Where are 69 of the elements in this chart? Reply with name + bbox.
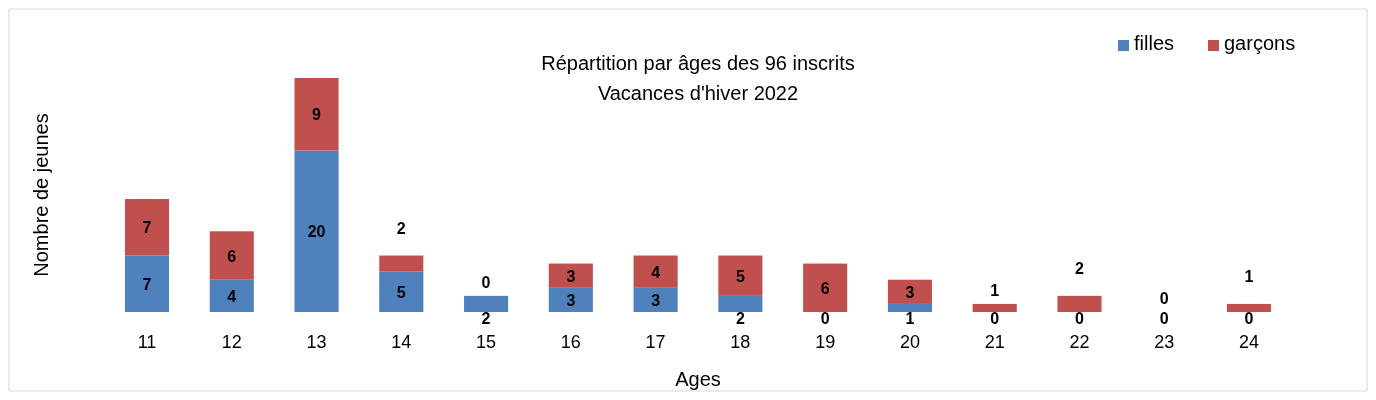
bar <box>718 255 763 296</box>
x-tick-label: 19 <box>815 332 836 352</box>
data-label: 3 <box>566 291 576 309</box>
data-label: 20 <box>307 223 326 241</box>
data-label: 7 <box>142 275 152 293</box>
bar <box>294 78 339 151</box>
bar <box>548 263 593 288</box>
data-label: 0 <box>820 310 830 327</box>
data-label: 3 <box>651 291 661 309</box>
data-label: 3 <box>566 267 576 285</box>
data-label: 1 <box>1244 267 1254 285</box>
data-label: 9 <box>312 106 322 124</box>
x-tick-label: 22 <box>1069 332 1090 352</box>
bar <box>633 287 678 312</box>
data-label: 0 <box>990 310 1000 327</box>
bar <box>887 303 932 312</box>
bar <box>803 263 848 312</box>
data-label: 4 <box>227 287 237 305</box>
data-label: 0 <box>1159 310 1169 327</box>
bar <box>464 295 509 312</box>
data-label: 6 <box>227 247 237 265</box>
data-label: 0 <box>1244 310 1254 327</box>
data-label: 2 <box>481 310 491 327</box>
x-tick-label: 17 <box>645 332 666 352</box>
bar <box>548 287 593 312</box>
legend-label: garçons <box>1224 32 1296 54</box>
data-label: 0 <box>1075 310 1085 327</box>
data-label: 0 <box>1159 290 1169 307</box>
bar <box>209 279 254 312</box>
y-axis-title: Nombre de jeunes <box>30 113 52 277</box>
x-tick-label: 23 <box>1154 332 1175 352</box>
bar <box>379 271 424 312</box>
bar <box>1226 303 1272 312</box>
x-tick-label: 18 <box>730 332 751 352</box>
data-label: 3 <box>905 283 915 301</box>
chart-subtitle: Vacances d'hiver 2022 <box>597 82 799 104</box>
x-tick-label: 13 <box>306 332 327 352</box>
bar <box>718 295 763 312</box>
data-label: 2 <box>735 310 745 327</box>
bar <box>1057 295 1102 312</box>
data-label: 4 <box>651 263 661 281</box>
x-tick-label: 20 <box>899 332 920 352</box>
bar <box>633 255 678 288</box>
data-label: 1 <box>990 281 1000 299</box>
x-tick-label: 11 <box>137 332 157 352</box>
bar <box>379 255 424 272</box>
legend-label: filles <box>1134 32 1175 54</box>
x-tick-label: 12 <box>221 332 242 352</box>
data-label: 6 <box>820 279 830 297</box>
chart-title: Répartition par âges des 96 inscrits <box>541 52 855 74</box>
bar <box>294 150 339 312</box>
x-tick-label: 24 <box>1238 332 1260 352</box>
data-label: 2 <box>396 219 406 237</box>
data-label: 7 <box>142 219 152 237</box>
bar <box>124 199 170 256</box>
x-tick-label: 21 <box>984 332 1005 352</box>
data-label: 2 <box>1075 259 1085 277</box>
bar <box>887 279 932 304</box>
data-label: 0 <box>481 273 491 291</box>
bar <box>124 255 170 312</box>
x-axis-title: Ages <box>675 368 721 390</box>
bar <box>972 303 1017 312</box>
x-tick-label: 16 <box>560 332 581 352</box>
data-label: 5 <box>396 283 406 301</box>
x-tick-label: 14 <box>391 332 412 352</box>
data-label: 1 <box>905 310 915 327</box>
x-tick-label: 15 <box>476 332 497 352</box>
data-label: 5 <box>735 267 745 285</box>
bar <box>209 231 254 280</box>
